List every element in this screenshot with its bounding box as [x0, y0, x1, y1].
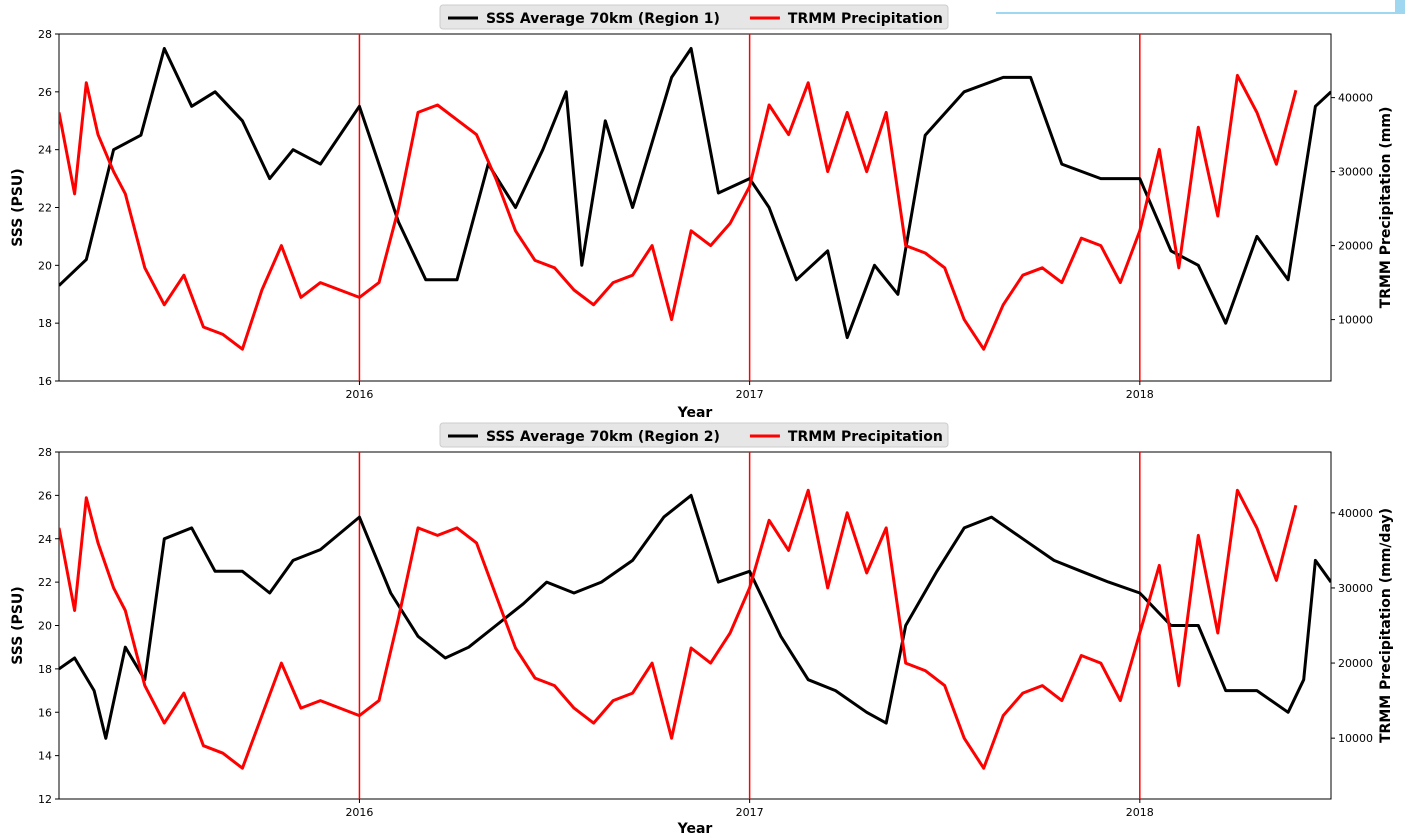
x-axis-label: Year	[677, 405, 713, 421]
y-axis-label: SSS (PSU)	[10, 586, 26, 664]
y2-axis-label: TRMM Precipitation (mm/day)	[1378, 508, 1394, 743]
legend: SSS Average 70km (Region 1) TRMM Precipit…	[439, 4, 949, 30]
legend-label: TRMM Precipitation	[788, 429, 943, 445]
x-tick-label: 2016	[345, 388, 373, 401]
y2-tick-label: 20000	[1338, 240, 1373, 253]
y2-tick-label: 10000	[1338, 314, 1373, 327]
x-tick-label: 2017	[736, 388, 764, 401]
x-tick-label: 2018	[1126, 806, 1154, 819]
y-tick-label: 22	[38, 576, 52, 589]
series-line-sss	[59, 493, 1331, 740]
series-line-precipitation	[59, 73, 1298, 351]
y2-axis-label: TRMM Precipitation (mm)	[1378, 107, 1394, 309]
y-tick-label: 20	[38, 259, 52, 272]
y2-tick-label: 20000	[1338, 657, 1373, 670]
window-corner-accent	[996, 0, 1405, 14]
series-line-precipitation	[59, 488, 1298, 770]
x-tick-label: 2017	[736, 806, 764, 819]
y2-tick-label: 30000	[1338, 166, 1373, 179]
x-axis-label: Year	[677, 821, 713, 834]
y-tick-label: 26	[38, 86, 52, 99]
legend: SSS Average 70km (Region 2) TRMM Precipit…	[439, 422, 949, 448]
y-tick-label: 16	[38, 706, 52, 719]
chart-panel-1: 16 18 20 22 24 26 28 10000 20000 30000 40000 2016 20…	[10, 4, 1394, 421]
series-line-sss	[59, 47, 1331, 340]
y-tick-label: 16	[38, 375, 52, 388]
y-tick-label: 24	[38, 533, 52, 546]
y-axis-label: SSS (PSU)	[10, 168, 26, 246]
legend-label: SSS Average 70km (Region 1)	[486, 11, 720, 27]
y2-tick-label: 40000	[1338, 92, 1373, 105]
legend-label: TRMM Precipitation	[788, 11, 943, 27]
y-tick-label: 24	[38, 144, 52, 157]
legend-box	[439, 4, 949, 30]
legend-label: SSS Average 70km (Region 2)	[486, 429, 720, 445]
y-tick-label: 12	[38, 793, 52, 806]
chart-panel-2: 12 14 16 18 20 22 24 26 28 10000 20000 30000 40000 20…	[10, 422, 1394, 834]
y-tick-label: 18	[38, 317, 52, 330]
y-tick-label: 28	[38, 446, 52, 459]
y-tick-label: 20	[38, 620, 52, 633]
y2-tick-label: 10000	[1338, 732, 1373, 745]
y-tick-label: 28	[38, 28, 52, 41]
y-tick-label: 14	[38, 750, 52, 763]
y-tick-label: 22	[38, 202, 52, 215]
y-tick-label: 26	[38, 489, 52, 502]
x-tick-label: 2016	[345, 806, 373, 819]
x-tick-label: 2018	[1126, 388, 1154, 401]
y2-tick-label: 30000	[1338, 582, 1373, 595]
legend-box	[439, 422, 949, 448]
y-tick-label: 18	[38, 663, 52, 676]
y2-tick-label: 40000	[1338, 507, 1373, 520]
